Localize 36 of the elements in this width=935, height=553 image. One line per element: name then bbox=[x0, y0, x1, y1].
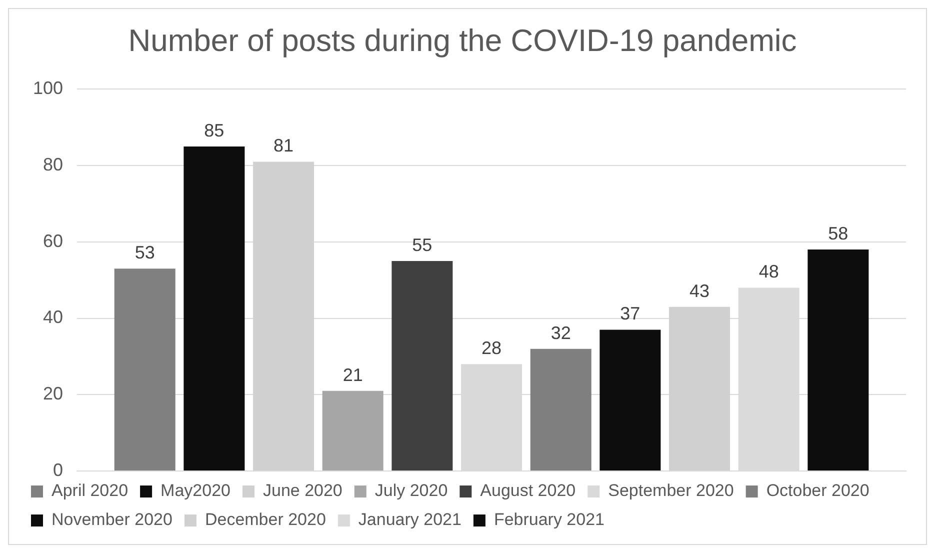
bar bbox=[114, 268, 176, 470]
data-label: 48 bbox=[758, 262, 779, 282]
y-tick-label: 60 bbox=[43, 230, 64, 251]
legend-label: July 2020 bbox=[374, 481, 448, 500]
y-tick-label: 40 bbox=[43, 307, 64, 328]
bar bbox=[392, 261, 453, 470]
bar bbox=[530, 348, 592, 470]
data-label: 53 bbox=[134, 242, 155, 263]
data-label: 81 bbox=[274, 136, 294, 156]
legend-label: February 2021 bbox=[494, 510, 605, 530]
y-tick-label: 0 bbox=[53, 460, 64, 480]
bar bbox=[322, 390, 384, 470]
data-label: 32 bbox=[550, 322, 571, 343]
bar bbox=[600, 330, 661, 470]
y-tick-label: 20 bbox=[43, 384, 64, 404]
legend-label: June 2020 bbox=[262, 481, 342, 500]
legend-label: January 2021 bbox=[358, 510, 462, 530]
bar bbox=[184, 146, 245, 470]
legend-label: May2020 bbox=[160, 481, 230, 500]
chart-title: Number of posts during the COVID-19 pandemic bbox=[128, 23, 797, 58]
legend-label: November 2020 bbox=[52, 510, 172, 530]
data-label: 43 bbox=[689, 280, 710, 301]
y-tick-label: 100 bbox=[32, 78, 64, 98]
legend-label: April 2020 bbox=[52, 481, 128, 500]
data-label: 28 bbox=[482, 338, 502, 358]
data-label: 58 bbox=[828, 224, 848, 244]
data-label: 37 bbox=[620, 304, 640, 324]
data-label: 85 bbox=[204, 120, 224, 140]
data-label: 55 bbox=[412, 234, 432, 255]
data-label: 21 bbox=[342, 364, 363, 385]
legend-label: October 2020 bbox=[766, 481, 870, 500]
legend-label: August 2020 bbox=[480, 481, 576, 500]
legend-label: December 2020 bbox=[204, 510, 326, 530]
legend-label: September 2020 bbox=[608, 481, 734, 500]
bar bbox=[808, 250, 869, 470]
y-tick-label: 80 bbox=[43, 154, 64, 175]
